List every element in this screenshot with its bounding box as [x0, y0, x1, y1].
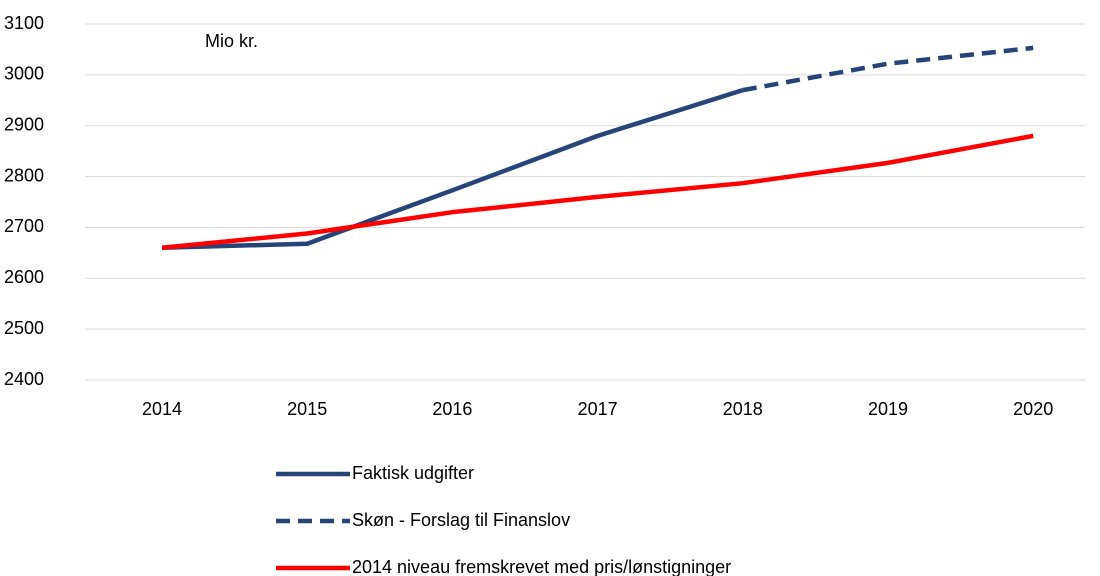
- x-tick-label: 2015: [287, 399, 327, 419]
- series-line: [161, 87, 744, 251]
- legend-label: 2014 niveau fremskrevet med pris/lønstig…: [352, 557, 731, 576]
- y-tick-label: 2900: [4, 114, 44, 134]
- x-tick-label: 2016: [432, 399, 472, 419]
- y-tick-label: 2600: [4, 267, 44, 287]
- x-tick-label: 2017: [578, 399, 618, 419]
- annotation: Mio kr.: [205, 31, 258, 51]
- y-tick-label: 3100: [4, 13, 44, 33]
- x-tick-label: 2019: [868, 399, 908, 419]
- x-tick-label: 2014: [142, 399, 182, 419]
- y-tick-label: 2700: [4, 216, 44, 236]
- y-tick-label: 2400: [4, 369, 44, 389]
- series-line: [742, 45, 1034, 93]
- legend-label: Skøn - Forslag til Finanslov: [352, 510, 570, 530]
- y-tick-label: 2500: [4, 318, 44, 338]
- y-tick-label: 3000: [4, 64, 44, 84]
- y-tick-label: 2800: [4, 165, 44, 185]
- x-tick-label: 2018: [723, 399, 763, 419]
- legend-label: Faktisk udgifter: [352, 463, 474, 483]
- x-tick-label: 2020: [1013, 399, 1053, 419]
- series-line: [161, 133, 1034, 251]
